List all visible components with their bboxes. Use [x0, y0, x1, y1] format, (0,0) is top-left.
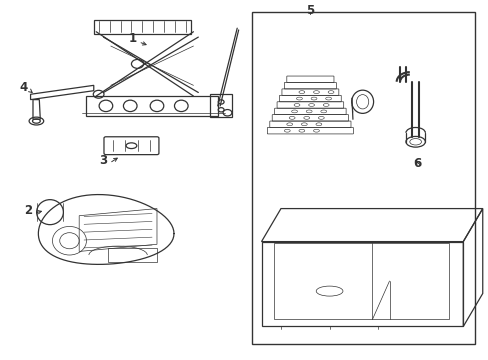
Text: 1: 1: [128, 32, 137, 45]
Text: 4: 4: [19, 81, 27, 94]
Text: 5: 5: [305, 4, 314, 17]
Text: 2: 2: [24, 204, 32, 217]
Text: 3: 3: [99, 154, 107, 167]
Text: 6: 6: [412, 157, 420, 170]
Bar: [251, 12, 474, 344]
